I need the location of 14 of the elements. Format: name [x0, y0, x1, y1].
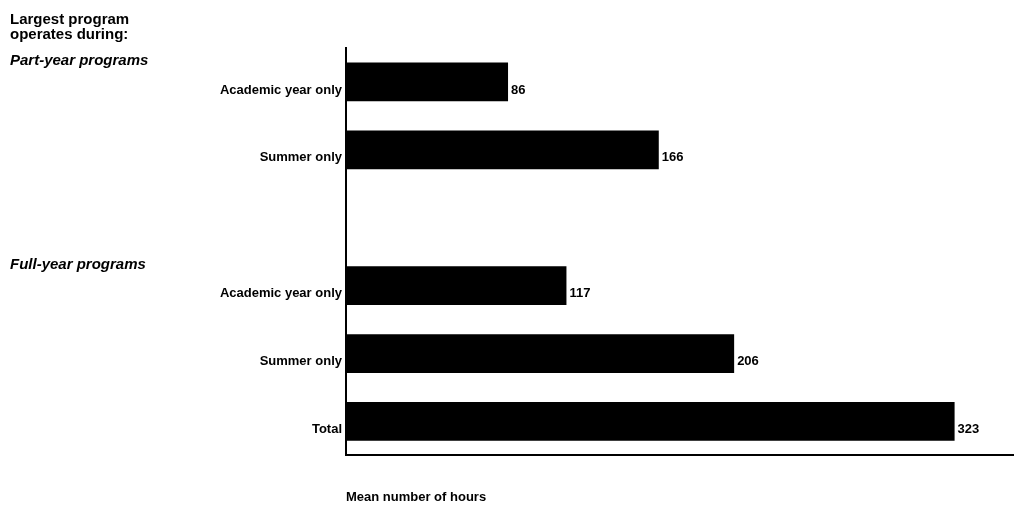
- y-tick-label: Academic year only: [219, 285, 343, 301]
- y-tick-label: Summer only: [259, 353, 343, 369]
- y-tick-label: Total: [311, 421, 342, 437]
- y-tick-label: Academic year only: [219, 81, 343, 97]
- data-label: 206: [737, 353, 759, 369]
- data-label: 86: [511, 81, 526, 97]
- data-label: 166: [661, 149, 684, 165]
- text: Full-year programs: [10, 254, 146, 272]
- text: Part-year programs: [10, 51, 149, 69]
- data-label: 323: [957, 421, 980, 437]
- data-label: 117: [569, 285, 591, 301]
- text: Largest program operates during:: [10, 9, 130, 42]
- x-axis-title: Mean number of hours: [346, 488, 487, 504]
- y-tick-label: Summer only: [259, 149, 343, 165]
